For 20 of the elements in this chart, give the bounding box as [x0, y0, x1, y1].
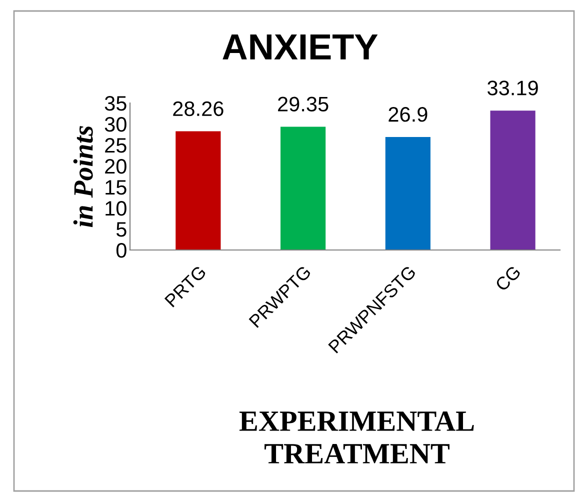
y-tick-label: 5 [116, 222, 126, 237]
y-tick-label: 0 [116, 243, 126, 258]
x-axis-title: EXPERIMENTAL TREATMENT [239, 412, 474, 464]
y-tick-label: 35 [104, 96, 126, 111]
data-label: 28.26 [173, 101, 224, 116]
bar [280, 126, 326, 250]
y-tick-label: 20 [105, 159, 126, 174]
y-axis-title: in Points [73, 126, 93, 228]
y-tick-label: 15 [106, 180, 126, 195]
data-label: 26.9 [388, 107, 428, 122]
x-tick-label: CG [494, 265, 522, 292]
bar [385, 137, 430, 250]
y-tick-label: 30 [104, 117, 126, 132]
data-label: 29.35 [278, 96, 328, 112]
bar [176, 131, 221, 250]
y-tick-label: 25 [105, 138, 126, 153]
bar [490, 110, 536, 250]
chart-title: ANXIETY [222, 34, 378, 60]
data-label: 33.19 [488, 80, 538, 96]
y-tick-label: 10 [106, 201, 126, 216]
